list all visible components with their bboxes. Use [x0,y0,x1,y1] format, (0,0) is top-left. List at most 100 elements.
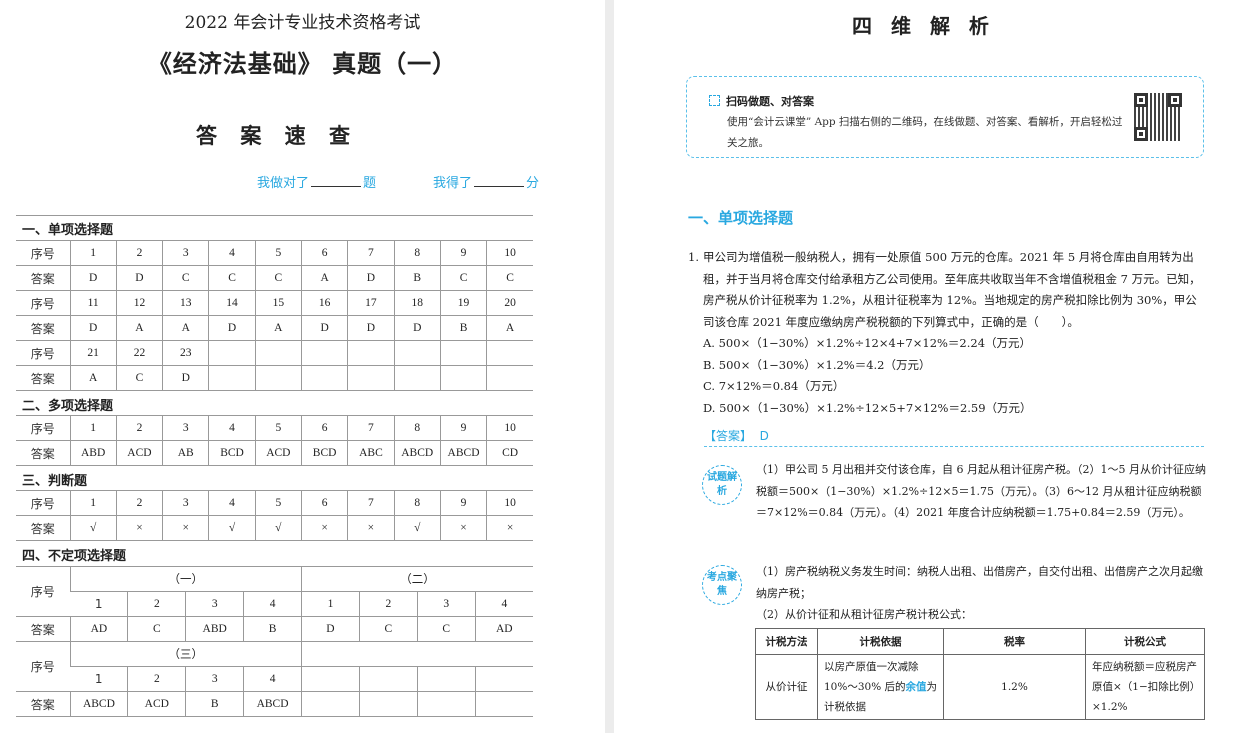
row-label: 答案 [16,691,70,717]
row-label: 答案 [16,616,70,642]
question-number [474,666,533,692]
question-number: 2 [115,490,163,516]
question-number: 9 [439,415,487,441]
row-label: 序号 [16,240,70,266]
question-number [486,340,533,366]
answer-row: 答案 AD C ABD B D C C AD [16,616,533,642]
row-label: 序号 [16,490,70,516]
question-number: 3 [162,415,209,441]
question-number: 1. [688,250,699,264]
question-number: 3 [185,591,244,617]
cell-method: 从价计征 [755,654,818,720]
answer-cell: D [300,315,348,341]
question-number: 2 [358,591,418,617]
question-number: 6 [300,415,348,441]
right-page: 四 维 解 析 扫码做题、对答案 使用“会计云课堂” App 扫描右侧的二维码，… [614,0,1233,733]
question-number: 21 [69,340,117,366]
answer-cell: √ [254,515,302,541]
header-basis: 计税依据 [817,628,944,655]
question-number: 9 [439,490,487,516]
answer-row: 答案 D A A D A D D D B A [16,315,533,341]
question-number: 8 [393,240,441,266]
answer-cell: C [486,265,533,291]
question: 1. 甲公司为增值税一般纳税人，拥有一处原值 500 万元的仓库。2021 年 5… [688,247,1208,419]
answer-cell: ABCD [439,440,487,466]
answer-cell [208,365,256,391]
answer-row: 答案 ABD ACD AB BCD ACD BCD ABC ABCD ABCD CD [16,440,533,466]
answer-cell: AB [162,440,209,466]
answer-cell: ABD [69,440,117,466]
answer-cell [347,365,395,391]
section-title: 答 案 速 查 [196,123,358,148]
answer-cell [486,365,533,391]
question-number: 4 [208,490,256,516]
answer-label: 【答案】 [704,429,753,443]
answer-cell: ABC [347,440,395,466]
question-number: 16 [300,290,348,316]
dotted-divider [704,446,1204,447]
answer-cell: C [127,616,186,642]
scan-box: 扫码做题、对答案 使用“会计云课堂” App 扫描右侧的二维码，在线做题、对答案… [686,76,1204,158]
answer-cell: √ [208,515,256,541]
question-number: 10 [486,490,533,516]
answer-cell: D [69,265,117,291]
question-number: 1 [70,666,128,692]
analysis-text: （1）甲公司 5 月出租并交付该仓库，自 6 月起从租计征房产税。（2）1～5 … [756,463,1206,519]
question-number [439,340,487,366]
question-number: 7 [347,415,395,441]
question-stem: 甲公司为增值税一般纳税人，拥有一处原值 500 万元的仓库。2021 年 5 月… [703,250,1201,329]
question-number: 10 [486,240,533,266]
question-number: 3 [162,490,209,516]
answer-cell: × [347,515,395,541]
basis-text-end: 为计税依据 [824,681,938,713]
question-number: 5 [254,240,302,266]
question-number: 4 [243,666,302,692]
multiple-choice-heading: 二、多项选择题 [22,399,114,414]
score-points-prefix: 我得了 [433,176,473,191]
question-number: 13 [162,290,209,316]
left-page: 2022 年会计专业技术资格考试 《经济法基础》 真题（一） 答 案 速 查 我… [0,0,605,733]
exam-subtitle: 2022 年会计专业技术资格考试 [184,13,421,33]
row-label: 答案 [16,365,70,391]
question-number [300,340,348,366]
answer-cell: CD [486,440,533,466]
answer-cell: ABCD [69,691,128,717]
answer-cell: D [393,315,441,341]
page-title: 《经济法基础》 真题（一） [147,49,458,78]
header-formula: 计税公式 [1085,628,1205,655]
question-number [358,666,418,692]
answer-cell [416,691,476,717]
answer-line: 【答案】 D [704,427,769,444]
group-row: 序号 （三） [16,641,533,692]
answer-cell [439,365,487,391]
question-number: 1 [69,240,117,266]
row-label: 序号 [16,641,70,692]
question-number: 2 [115,240,163,266]
question-number: 4 [208,240,256,266]
basis-highlight: 余值 [905,681,927,693]
answer-cell: C [358,616,418,642]
answer-cell: B [439,315,487,341]
single-choice-table: 序号 1 2 3 4 5 6 7 8 9 10 答案 D D C C C A D B C C 序号 11 12 13 14 15 16 1… [16,240,533,391]
page-title: 四 维 解 析 [852,14,995,38]
question-number: 14 [208,290,256,316]
question-number: 3 [185,666,244,692]
answer-cell: C [439,265,487,291]
question-number: 2 [115,415,163,441]
focus-text: （1）房产税纳税义务发生时间：纳税人出租、出借房产，自交付出租、出借房产之次月起… [756,561,1206,626]
header-rate: 税率 [943,628,1086,655]
row-label: 答案 [16,315,70,341]
focus-badge-icon: 考点聚焦 [702,565,742,605]
answer-cell: ABD [185,616,244,642]
answer-cell: A [115,315,163,341]
question-number: 22 [115,340,163,366]
answer-cell: × [439,515,487,541]
option-c: C. 7×12%＝0.84（万元） [703,379,845,393]
basis-text: 以房产原值一次减除 10%～30% 后的 [824,661,919,693]
question-number: 4 [243,591,302,617]
question-number: 17 [347,290,395,316]
answer-cell [300,365,348,391]
score-correct-blank [311,175,362,187]
qr-code[interactable] [1134,93,1182,141]
answer-cell: A [300,265,348,291]
